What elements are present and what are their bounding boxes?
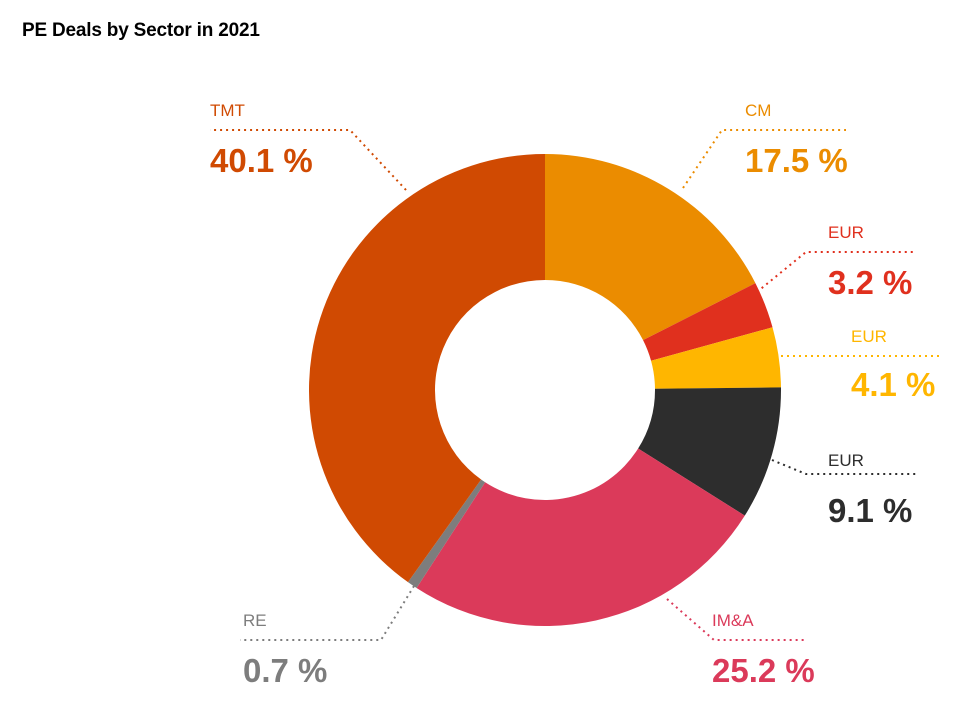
slice-re-5: [407, 479, 486, 588]
leader-line-eur-3: [771, 459, 916, 475]
slice-value-eur-1: 3.2 %: [828, 264, 912, 301]
slice-label-re-5: RE: [243, 611, 267, 630]
slice-value-eur-2: 4.1 %: [851, 366, 935, 403]
slice-value-eur-3: 9.1 %: [828, 492, 912, 529]
slice-eur-2: [651, 327, 781, 389]
slice-label-tmt-6: TMT: [210, 101, 245, 120]
slice-value-im-a-4: 25.2 %: [712, 652, 815, 689]
slice-eur-3: [638, 387, 781, 516]
slice-eur-1: [643, 283, 773, 361]
slice-value-re-5: 0.7 %: [243, 652, 327, 689]
slice-label-eur-3: EUR: [828, 451, 864, 470]
slice-label-eur-1: EUR: [828, 223, 864, 242]
slice-value-tmt-6: 40.1 %: [210, 142, 313, 179]
slice-value-cm-0: 17.5 %: [745, 142, 848, 179]
slice-im-a-4: [416, 448, 745, 626]
slice-tmt-6: [309, 154, 545, 583]
slice-label-eur-2: EUR: [851, 327, 887, 346]
slice-cm-0: [545, 154, 756, 341]
slice-label-im-a-4: IM&A: [712, 611, 754, 630]
chart-title: PE Deals by Sector in 2021: [22, 20, 260, 41]
leader-line-tmt-6: [210, 129, 407, 191]
slice-label-cm-0: CM: [745, 101, 771, 120]
leader-line-re-5: [240, 585, 415, 641]
